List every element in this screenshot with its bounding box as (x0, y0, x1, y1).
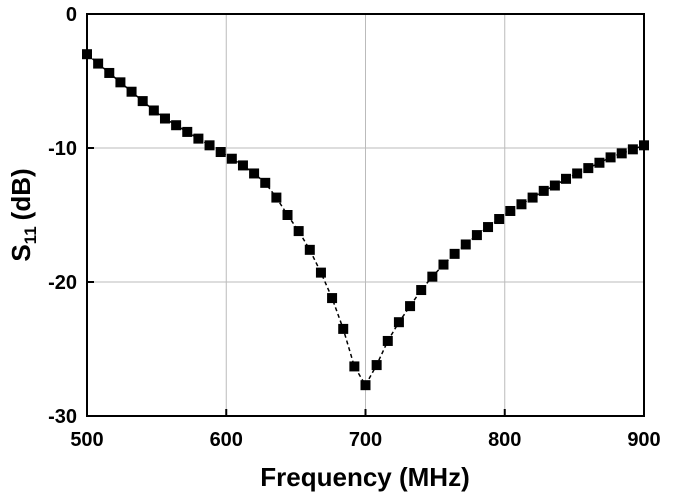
y-label-subscript: 11 (21, 226, 40, 244)
y-label-suffix: (dB) (6, 168, 36, 220)
marker (449, 248, 460, 259)
marker (304, 244, 315, 255)
marker (93, 58, 104, 69)
marker (505, 205, 516, 216)
marker (260, 177, 271, 188)
marker (360, 380, 371, 391)
x-tick-label: 700 (349, 429, 382, 451)
y-tick-label: -30 (48, 406, 77, 428)
marker (627, 144, 638, 155)
marker (639, 140, 649, 151)
x-tick-label: 500 (70, 429, 103, 451)
marker (416, 285, 427, 296)
marker (137, 96, 148, 107)
marker (293, 226, 304, 237)
marker (382, 335, 393, 346)
y-tick-label: -20 (48, 272, 77, 294)
marker (182, 126, 193, 137)
marker (148, 105, 159, 116)
marker (494, 214, 505, 225)
marker (483, 222, 494, 233)
marker (226, 153, 237, 164)
marker (204, 140, 215, 151)
marker (249, 168, 260, 179)
marker (171, 120, 182, 131)
marker (327, 293, 338, 304)
marker (282, 210, 293, 220)
marker (594, 157, 605, 168)
y-axis-label: S11 (dB) (6, 168, 40, 261)
marker (338, 323, 349, 334)
marker (104, 67, 115, 78)
marker (349, 361, 360, 372)
marker (115, 77, 126, 88)
x-tick-label: 900 (627, 429, 660, 451)
marker (572, 168, 583, 179)
marker (460, 239, 471, 250)
marker (271, 192, 282, 203)
x-axis-label: Frequency (MHz) (260, 462, 469, 492)
marker (583, 163, 594, 174)
marker (527, 192, 538, 203)
marker (215, 147, 226, 158)
marker (427, 271, 438, 282)
marker (616, 148, 627, 159)
marker (126, 86, 137, 97)
y-tick-label: 0 (66, 4, 77, 26)
marker (193, 133, 204, 144)
plot-frame (86, 13, 645, 417)
y-label-main: S (6, 244, 36, 261)
marker (561, 173, 572, 184)
marker (549, 180, 560, 191)
marker (516, 199, 527, 210)
marker (315, 267, 326, 278)
marker (393, 317, 404, 328)
marker (237, 160, 248, 171)
marker (538, 185, 549, 196)
marker (438, 259, 449, 270)
marker (605, 152, 616, 163)
marker (371, 360, 382, 371)
x-tick-label: 600 (210, 429, 243, 451)
marker (471, 230, 482, 241)
marker (82, 49, 92, 60)
marker (405, 301, 416, 312)
x-tick-label: 800 (488, 429, 521, 451)
y-tick-label: -10 (48, 138, 77, 160)
marker (159, 113, 170, 124)
